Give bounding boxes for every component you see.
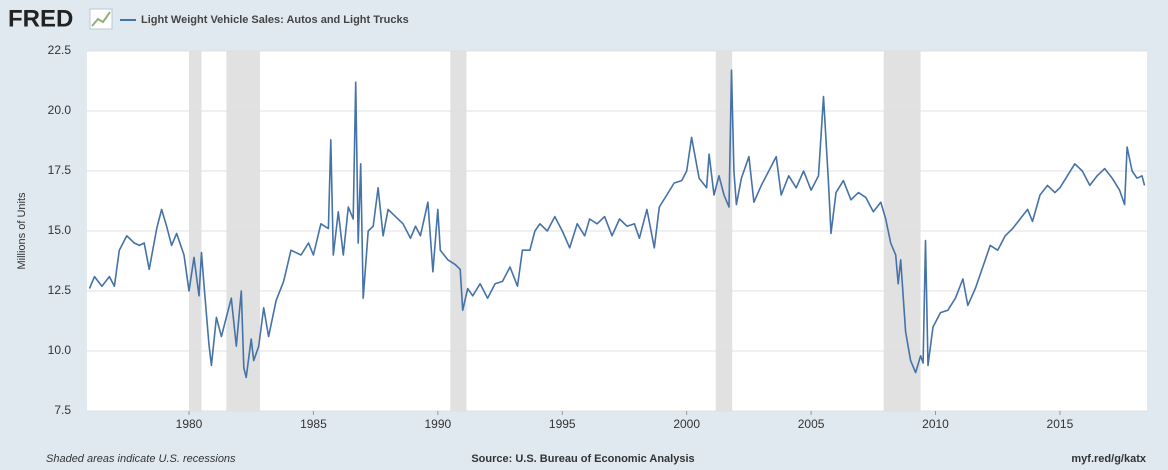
- y-tick-label: 22.5: [48, 43, 72, 57]
- x-tick-label: 1990: [424, 417, 451, 431]
- y-tick-label: 12.5: [48, 283, 72, 297]
- legend-label: Light Weight Vehicle Sales: Autos and Li…: [141, 14, 409, 26]
- x-tick-label: 1995: [549, 417, 576, 431]
- logo: FRED: [8, 5, 73, 32]
- x-tick-label: 1980: [176, 417, 203, 431]
- x-tick-label: 2005: [798, 417, 825, 431]
- footer-source: Source: U.S. Bureau of Economic Analysis: [471, 453, 694, 465]
- footer-link: myf.red/g/katx: [1071, 453, 1146, 465]
- data-line: [88, 69, 1146, 379]
- x-tick-label: 1985: [300, 417, 327, 431]
- x-tick-label: 2010: [922, 417, 949, 431]
- logo-icon: [89, 8, 113, 30]
- y-tick-label: 17.5: [48, 163, 72, 177]
- y-axis-label: Millions of Units: [16, 192, 28, 270]
- y-tick-label: 20.0: [48, 103, 72, 117]
- x-tick-label: 2015: [1047, 417, 1074, 431]
- x-tick-label: 2000: [673, 417, 700, 431]
- y-tick-label: 15.0: [48, 223, 72, 237]
- y-tick-label: 7.5: [54, 403, 71, 417]
- y-tick-label: 10.0: [48, 343, 72, 357]
- footer-note: Shaded areas indicate U.S. recessions: [46, 453, 236, 465]
